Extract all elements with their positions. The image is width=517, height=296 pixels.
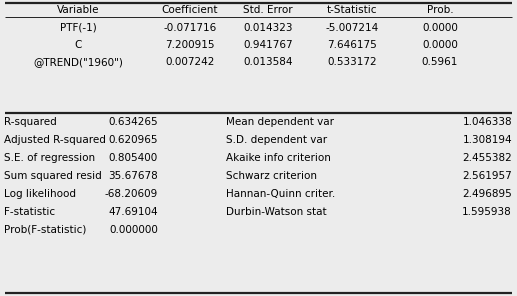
- Text: -5.007214: -5.007214: [325, 23, 378, 33]
- Text: R-squared: R-squared: [4, 117, 57, 127]
- Text: 0.013584: 0.013584: [244, 57, 293, 67]
- Text: PTF(-1): PTF(-1): [59, 23, 96, 33]
- Text: 2.496895: 2.496895: [462, 189, 512, 199]
- Text: -68.20609: -68.20609: [105, 189, 158, 199]
- Text: Prob.: Prob.: [427, 5, 453, 15]
- Text: Log likelihood: Log likelihood: [4, 189, 76, 199]
- Text: 2.561957: 2.561957: [462, 171, 512, 181]
- Text: 35.67678: 35.67678: [108, 171, 158, 181]
- Text: Schwarz criterion: Schwarz criterion: [226, 171, 317, 181]
- Text: 0.5961: 0.5961: [422, 57, 458, 67]
- Text: 7.646175: 7.646175: [327, 40, 377, 50]
- Text: 7.200915: 7.200915: [165, 40, 215, 50]
- Text: 0.634265: 0.634265: [109, 117, 158, 127]
- Text: 1.595938: 1.595938: [462, 207, 512, 217]
- Text: 0.941767: 0.941767: [243, 40, 293, 50]
- Text: Adjusted R-squared: Adjusted R-squared: [4, 135, 106, 145]
- Text: 0.000000: 0.000000: [109, 225, 158, 235]
- Text: F-statistic: F-statistic: [4, 207, 55, 217]
- Text: Std. Error: Std. Error: [243, 5, 293, 15]
- Text: 0.0000: 0.0000: [422, 40, 458, 50]
- Text: 47.69104: 47.69104: [109, 207, 158, 217]
- Text: Akaike info criterion: Akaike info criterion: [226, 153, 331, 163]
- Text: 0.014323: 0.014323: [244, 23, 293, 33]
- Text: 0.533172: 0.533172: [327, 57, 377, 67]
- Text: 0.805400: 0.805400: [109, 153, 158, 163]
- Text: Durbin-Watson stat: Durbin-Watson stat: [226, 207, 327, 217]
- Text: 0.007242: 0.007242: [165, 57, 215, 67]
- Text: 0.0000: 0.0000: [422, 23, 458, 33]
- Text: Prob(F-statistic): Prob(F-statistic): [4, 225, 86, 235]
- Text: Coefficient: Coefficient: [162, 5, 218, 15]
- Text: 1.308194: 1.308194: [462, 135, 512, 145]
- Text: S.D. dependent var: S.D. dependent var: [226, 135, 327, 145]
- Text: Sum squared resid: Sum squared resid: [4, 171, 102, 181]
- Text: Variable: Variable: [57, 5, 99, 15]
- Text: S.E. of regression: S.E. of regression: [4, 153, 95, 163]
- Text: Hannan-Quinn criter.: Hannan-Quinn criter.: [226, 189, 335, 199]
- Text: -0.071716: -0.071716: [163, 23, 217, 33]
- Text: 2.455382: 2.455382: [462, 153, 512, 163]
- Text: 1.046338: 1.046338: [462, 117, 512, 127]
- Text: C: C: [74, 40, 82, 50]
- Text: 0.620965: 0.620965: [109, 135, 158, 145]
- Text: @TREND("1960"): @TREND("1960"): [33, 57, 123, 67]
- Text: t-Statistic: t-Statistic: [327, 5, 377, 15]
- Text: Mean dependent var: Mean dependent var: [226, 117, 334, 127]
